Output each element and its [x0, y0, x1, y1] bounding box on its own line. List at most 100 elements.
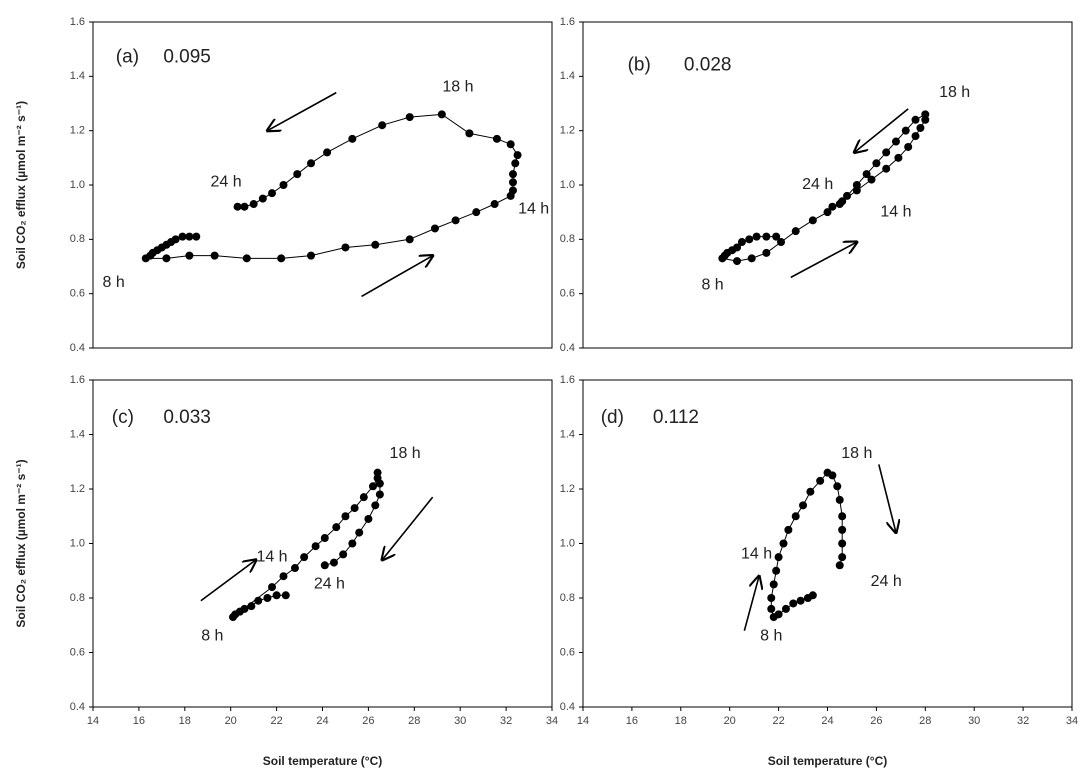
data-point — [279, 181, 287, 189]
data-point — [307, 159, 315, 167]
x-tick-label: 30 — [454, 715, 466, 727]
plot-area — [583, 380, 1072, 707]
data-point — [243, 254, 251, 262]
data-point — [509, 178, 517, 186]
data-point — [797, 597, 805, 605]
data-point — [371, 501, 379, 509]
data-point — [348, 540, 356, 548]
direction-arrow — [382, 497, 432, 560]
x-tick-label: 22 — [772, 715, 784, 727]
y-tick-label: 0.6 — [70, 288, 85, 300]
data-point — [838, 553, 846, 561]
data-point — [806, 488, 814, 496]
data-point — [912, 116, 920, 124]
data-point — [376, 490, 384, 498]
x-tick-label: 24 — [821, 715, 833, 727]
x-tick-label: 26 — [870, 715, 882, 727]
y-tick-label: 0.4 — [70, 342, 85, 354]
data-point — [767, 605, 775, 613]
data-point — [836, 496, 844, 504]
data-point — [509, 186, 517, 194]
data-point — [452, 216, 460, 224]
data-point — [185, 233, 193, 241]
data-point — [767, 594, 775, 602]
direction-arrow — [744, 576, 759, 631]
hour-label: 8 h — [701, 277, 723, 294]
hour-label: 24 h — [871, 573, 902, 590]
y-tick-label: 1.6 — [560, 374, 575, 386]
data-point — [784, 526, 792, 534]
data-point — [438, 110, 446, 118]
x-tick-label: 18 — [675, 715, 687, 727]
direction-arrow — [362, 256, 433, 297]
data-point — [509, 170, 517, 178]
data-point — [762, 233, 770, 241]
data-point — [277, 254, 285, 262]
hour-label: 14 h — [256, 548, 287, 565]
x-axis-label: Soil temperature (°C) — [263, 754, 382, 768]
data-point — [472, 208, 480, 216]
panel-label: (b) — [628, 54, 651, 75]
y-tick-label: 1.2 — [560, 125, 575, 137]
data-point — [247, 602, 255, 610]
data-point — [775, 553, 783, 561]
data-point — [348, 135, 356, 143]
data-point — [364, 515, 372, 523]
data-point — [192, 233, 200, 241]
hour-label: 14 h — [880, 203, 911, 220]
data-point — [718, 254, 726, 262]
data-point — [291, 564, 299, 572]
data-point — [770, 613, 778, 621]
hour-label: 18 h — [939, 84, 970, 101]
y-tick-label: 0.4 — [70, 701, 85, 713]
panel-label: (a) — [116, 46, 139, 67]
data-point — [293, 170, 301, 178]
data-point — [431, 224, 439, 232]
data-point — [332, 523, 340, 531]
y-tick-label: 1.4 — [560, 428, 575, 440]
y-tick-label: 1.6 — [70, 374, 85, 386]
hour-label: 14 h — [518, 201, 549, 218]
data-point — [799, 501, 807, 509]
y-tick-label: 1.2 — [70, 483, 85, 495]
y-axis-label: Soil CO₂ efflux (µmol m⁻² s⁻¹) — [14, 459, 28, 627]
x-tick-label: 28 — [919, 715, 931, 727]
data-point — [836, 200, 844, 208]
hysteresis-index: 0.112 — [653, 407, 699, 428]
direction-arrow — [791, 242, 857, 277]
data-point — [792, 227, 800, 235]
data-point — [229, 613, 237, 621]
data-point — [892, 138, 900, 146]
y-tick-label: 0.8 — [560, 233, 575, 245]
data-point — [493, 135, 501, 143]
y-tick-label: 1.0 — [560, 537, 575, 549]
data-line — [146, 114, 518, 258]
data-point — [378, 121, 386, 129]
data-point — [916, 124, 924, 132]
data-point — [894, 154, 902, 162]
y-tick-label: 1.0 — [70, 179, 85, 191]
figure: 0.4 0.6 0.8 1.0 1.2 1.4 1.6 Soil CO₂ efflux (µm… — [0, 0, 1083, 773]
y-tick-label: 1.6 — [560, 16, 575, 28]
direction-arrow — [854, 109, 908, 152]
data-point — [312, 542, 320, 550]
data-point — [833, 482, 841, 490]
hour-label: 8 h — [201, 627, 223, 644]
hour-label: 24 h — [802, 176, 833, 193]
data-point — [307, 252, 315, 260]
x-tick-label: 24 — [316, 715, 328, 727]
data-point — [838, 512, 846, 520]
y-tick-label: 1.4 — [560, 70, 575, 82]
data-point — [300, 553, 308, 561]
data-point — [406, 113, 414, 121]
y-tick-label: 0.4 — [560, 701, 575, 713]
data-point — [282, 591, 290, 599]
plot-area — [93, 380, 552, 707]
data-point — [828, 471, 836, 479]
data-point — [323, 148, 331, 156]
data-point — [351, 504, 359, 512]
data-point — [406, 235, 414, 243]
